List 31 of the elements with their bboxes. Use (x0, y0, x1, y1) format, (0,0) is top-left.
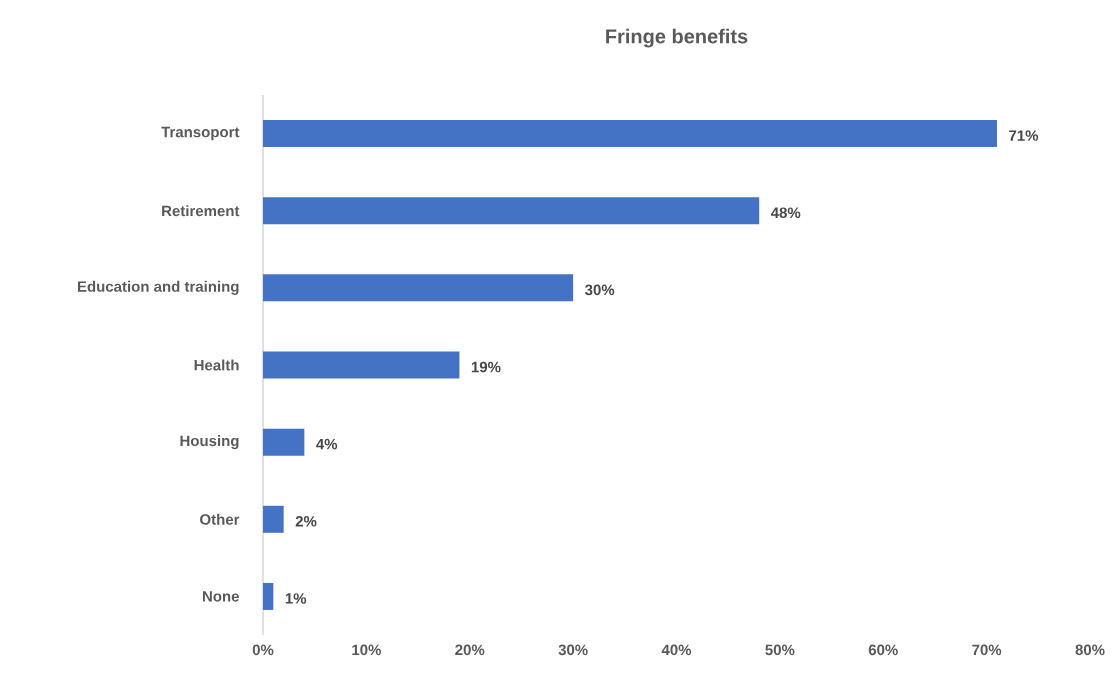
bar (263, 120, 997, 148)
x-tick-label: 10% (352, 644, 381, 656)
y-tick-label: Transoport (161, 126, 240, 141)
y-tick-label: Retirement (162, 205, 240, 217)
bar (263, 351, 460, 379)
x-tick-label: 30% (558, 644, 588, 656)
data-label: 48% (770, 207, 801, 219)
data-label: 2% (295, 516, 317, 527)
y-tick-label: Health (194, 359, 239, 371)
data-label: 1% (285, 593, 307, 604)
bar (263, 505, 284, 533)
x-tick-label: 70% (972, 644, 1002, 656)
y-tick-label: Education and training (77, 280, 239, 295)
data-label: 30% (584, 284, 615, 296)
y-tick-label: None (202, 591, 239, 602)
data-label: 4% (316, 438, 338, 450)
y-tick-label: Housing (180, 435, 239, 450)
x-tick-label: 40% (661, 644, 692, 656)
bar (263, 428, 305, 456)
x-tick-label: 80% (1075, 644, 1105, 656)
bar (263, 582, 274, 610)
bar (263, 274, 574, 302)
y-tick-label: Other (200, 513, 240, 525)
data-label: 19% (471, 361, 501, 373)
x-tick-label: 0% (252, 644, 274, 656)
x-tick-label: 50% (765, 644, 795, 656)
data-label: 71% (1009, 130, 1039, 141)
chart-title: Fringe benefits (606, 28, 748, 48)
x-tick-label: 20% (455, 644, 485, 656)
x-tick-label: 60% (868, 644, 898, 656)
bar (263, 197, 760, 225)
